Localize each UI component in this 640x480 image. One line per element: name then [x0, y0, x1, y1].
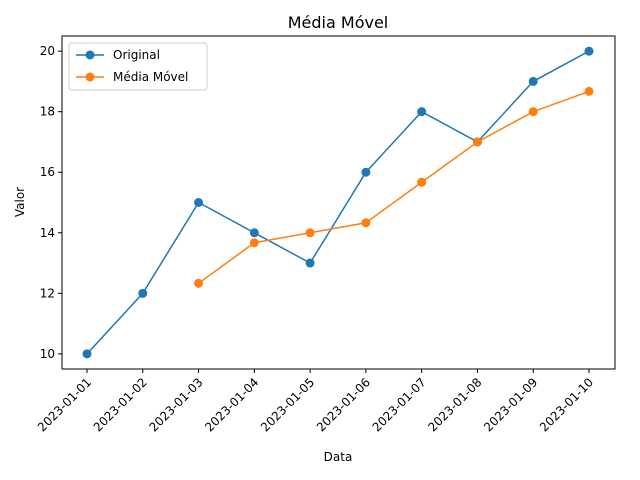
series-line	[86, 50, 590, 355]
x-tick-label: 2023-01-10	[537, 375, 596, 434]
data-point	[584, 86, 594, 96]
x-tick-label: 2023-01-05	[258, 375, 317, 434]
data-point	[528, 76, 538, 86]
y-tick-label: 14	[40, 226, 55, 240]
x-tick-label: 2023-01-02	[91, 375, 150, 434]
x-tick-label: 2023-01-08	[425, 375, 484, 434]
data-point	[138, 288, 148, 298]
y-tick-label: 16	[40, 165, 55, 179]
data-point	[249, 238, 259, 248]
data-point	[361, 167, 371, 177]
data-point	[194, 278, 204, 288]
data-point	[194, 198, 204, 207]
legend-swatch-marker	[85, 72, 95, 82]
series-media-movel	[194, 86, 594, 288]
data-point	[584, 46, 594, 56]
data-point	[249, 228, 259, 238]
x-tick-label: 2023-01-01	[35, 375, 94, 434]
x-tick-label: 2023-01-06	[314, 375, 373, 434]
y-tick-label: 20	[40, 44, 55, 58]
axis-ticks: 1012141618202023-01-012023-01-022023-01-…	[35, 44, 596, 434]
data-point	[417, 177, 427, 187]
data-point	[305, 258, 315, 268]
data-point	[417, 107, 427, 117]
y-tick-label: 18	[40, 105, 55, 119]
data-point	[82, 349, 92, 359]
legend-label: Original	[113, 48, 160, 62]
series-original	[82, 46, 594, 359]
series-layer	[82, 46, 594, 359]
y-tick-label: 12	[40, 286, 55, 300]
data-point	[528, 107, 538, 117]
x-tick-label: 2023-01-07	[370, 375, 429, 434]
y-tick-label: 10	[40, 347, 55, 361]
plot-area-frame	[61, 35, 616, 370]
x-axis-label: Data	[324, 450, 353, 464]
data-point	[305, 228, 315, 238]
x-tick-label: 2023-01-09	[481, 375, 540, 434]
data-point	[472, 137, 482, 147]
x-tick-label: 2023-01-03	[146, 375, 205, 434]
y-axis-label: Valor	[13, 187, 27, 217]
legend-label: Média Móvel	[113, 70, 188, 84]
legend-swatch-marker	[85, 50, 95, 60]
chart-title: Média Móvel	[288, 13, 389, 32]
x-tick-label: 2023-01-04	[202, 375, 261, 434]
series-line	[198, 90, 590, 284]
data-point	[361, 218, 371, 228]
legend: Original Média Móvel	[68, 42, 208, 91]
